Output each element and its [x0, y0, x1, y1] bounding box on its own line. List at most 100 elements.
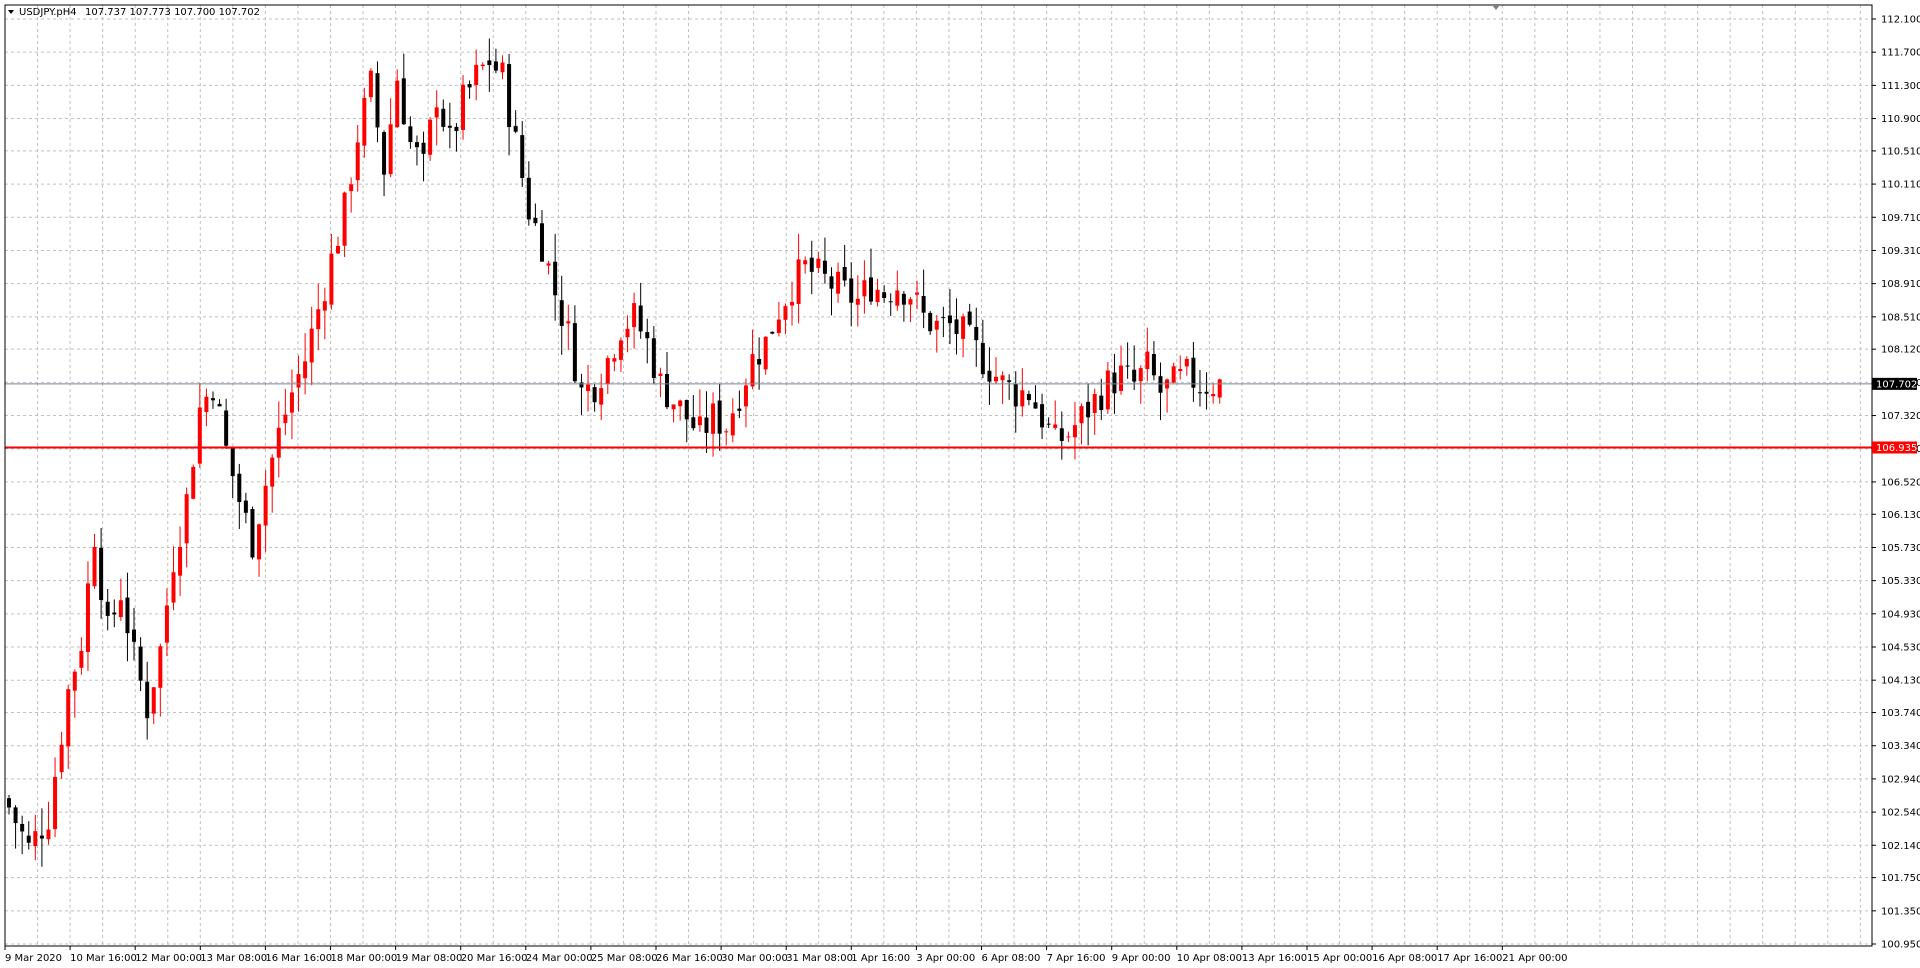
candle-bull [895, 290, 900, 306]
candle-bear [243, 500, 248, 513]
candle-bull [566, 321, 571, 324]
candle-bear [382, 132, 387, 175]
candle-bull [862, 280, 867, 297]
x-tick-label: 13 Mar 08:00 [200, 953, 267, 964]
candle-bull [480, 64, 485, 67]
candle-bear [112, 612, 117, 615]
candle-bull [724, 431, 729, 433]
candle-bull [855, 298, 860, 305]
y-tick-label: 102.540 [1881, 808, 1920, 819]
x-tick-label: 9 Mar 2020 [5, 953, 62, 964]
candle-bull [796, 259, 801, 304]
candle-bear [507, 64, 512, 128]
candle-bear [888, 301, 893, 303]
candle-bear [20, 823, 25, 832]
candle-bear [829, 276, 834, 289]
candle-bear [467, 84, 472, 88]
candle-bear [645, 332, 650, 339]
candle-bull [605, 358, 610, 384]
candle-bull [618, 340, 623, 360]
candle-bear [138, 646, 143, 681]
candle-bear [1204, 391, 1209, 394]
candle-bull [776, 319, 781, 333]
candle-bear [1026, 394, 1031, 401]
candle-bull [151, 687, 156, 714]
candle-bull [750, 354, 755, 387]
candle-bull [316, 309, 321, 330]
candle-bull [671, 404, 676, 410]
y-tick-label: 101.350 [1881, 906, 1920, 917]
candle-bull [309, 328, 314, 363]
candle-bull [697, 416, 702, 426]
candle-bull [85, 583, 90, 652]
candle-bull [1138, 368, 1143, 382]
candle-bull [1053, 424, 1058, 428]
y-tick-label: 102.140 [1881, 841, 1920, 852]
candle-bear [447, 125, 452, 128]
candle-bull [53, 776, 58, 830]
candle-bear [520, 135, 525, 179]
candle-bull [1211, 393, 1216, 397]
ohlc-readout: 107.737 107.773 107.700 107.702 [85, 7, 260, 18]
shift-marker-icon[interactable] [1492, 5, 1500, 10]
x-tick-label: 6 Apr 08:00 [982, 953, 1041, 964]
candle-bull [257, 524, 262, 560]
current-price-tag-label: 107.702 [1876, 379, 1917, 390]
x-tick-label: 20 Mar 16:00 [461, 953, 528, 964]
candle-bull [368, 70, 373, 98]
candle-bull [994, 376, 998, 382]
candle-bull [875, 289, 880, 303]
candle-bear [1059, 428, 1064, 441]
y-tick-label: 110.110 [1881, 180, 1920, 191]
candle-bear [401, 78, 406, 125]
candle-bull [1072, 425, 1077, 438]
y-tick-label: 103.340 [1881, 741, 1920, 752]
candle-bear [638, 305, 643, 332]
x-tick-label: 16 Mar 16:00 [265, 953, 332, 964]
candle-bull [461, 84, 466, 130]
candle-bear [651, 338, 656, 378]
candle-bear [704, 417, 709, 433]
y-tick-label: 104.930 [1881, 609, 1920, 620]
candle-bear [967, 311, 972, 325]
candle-bear [237, 473, 242, 502]
candle-bull [915, 292, 920, 295]
candle-bear [987, 370, 992, 382]
current-price-tag [1872, 377, 1917, 390]
candle-bull [59, 744, 64, 773]
triangle-down-icon[interactable] [8, 10, 14, 14]
candle-bull [803, 260, 808, 265]
candle-bull [428, 119, 433, 155]
candle-bear [441, 108, 446, 127]
candle-bull [66, 689, 71, 747]
y-tick-label: 108.120 [1881, 345, 1920, 356]
x-tick-label: 26 Mar 16:00 [656, 953, 723, 964]
candle-bear [882, 292, 887, 298]
x-tick-label: 1 Apr 16:00 [851, 953, 910, 964]
candle-bear [526, 177, 531, 220]
candle-bull [1079, 406, 1084, 424]
grid-layer [4, 5, 1872, 946]
candle-bull [1171, 366, 1176, 383]
candle-bear [1191, 357, 1196, 388]
candle-bear [954, 319, 959, 334]
candle-bear [217, 403, 222, 407]
candle-bull [276, 427, 281, 458]
candle-bear [539, 223, 544, 262]
y-tick-label: 104.130 [1881, 676, 1920, 687]
candle-bear [132, 629, 137, 642]
candle-bull [908, 299, 913, 305]
candle-bull [1105, 370, 1110, 410]
x-tick-label: 18 Mar 00:00 [331, 953, 398, 964]
candle-bear [579, 382, 584, 388]
candle-bear [1046, 423, 1051, 425]
candle-bear [921, 296, 926, 313]
candle-bear [572, 323, 577, 382]
x-tick-label: 24 Mar 00:00 [526, 953, 593, 964]
y-tick-label: 109.710 [1881, 213, 1920, 224]
candle-bull [711, 403, 716, 434]
candle-bear [7, 798, 11, 808]
plot-frame [4, 4, 1873, 947]
